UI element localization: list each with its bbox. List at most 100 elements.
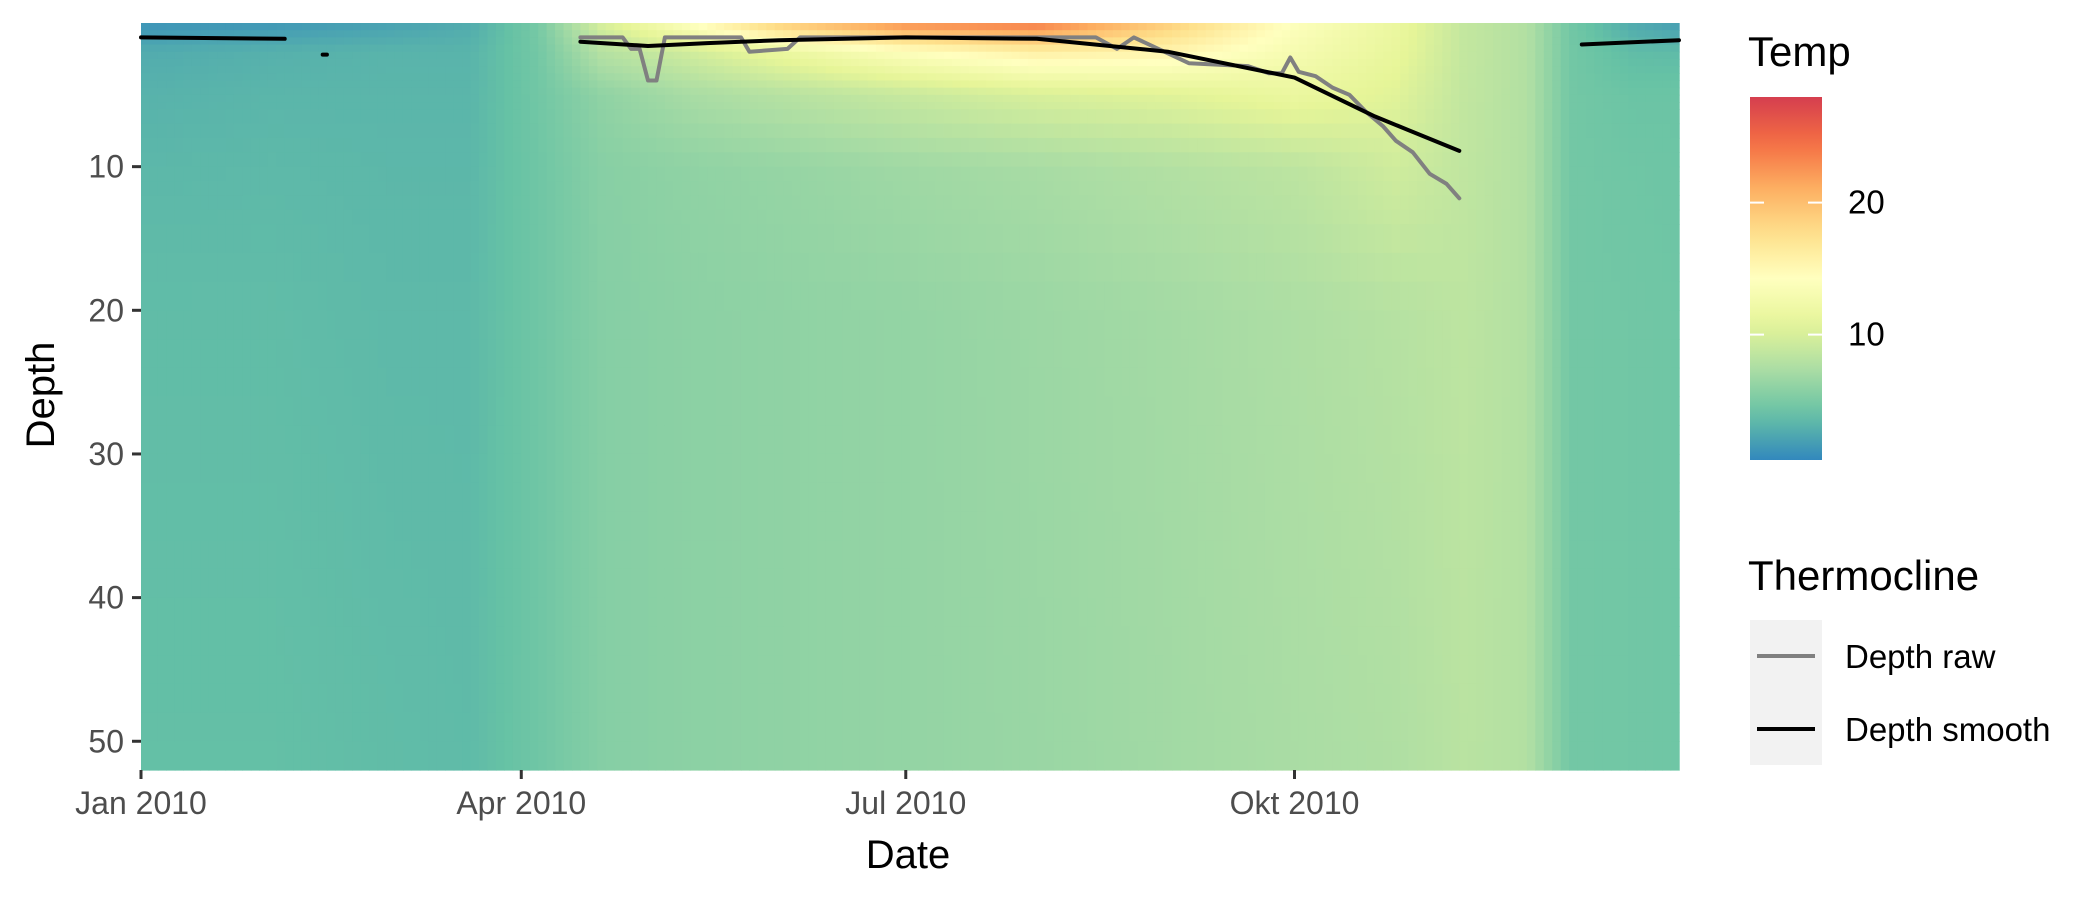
heatmap-cell	[335, 712, 345, 742]
heatmap-cell	[377, 109, 387, 125]
heatmap-cell	[1036, 123, 1046, 139]
heatmap-cell	[833, 425, 843, 455]
heatmap-cell	[377, 540, 387, 570]
heatmap-cell	[639, 195, 649, 211]
heatmap-cell	[1095, 741, 1105, 771]
heatmap-cell	[774, 152, 784, 168]
heatmap-cell	[740, 453, 751, 484]
heatmap-cell	[1155, 425, 1165, 455]
heatmap-cell	[183, 482, 193, 513]
heatmap-cell	[1002, 626, 1013, 656]
heatmap-cell	[335, 195, 345, 211]
heatmap-cell	[326, 511, 336, 541]
heatmap-cell	[377, 712, 387, 742]
heatmap-cell	[233, 281, 244, 311]
heatmap-cell	[369, 339, 379, 369]
heatmap-cell	[910, 626, 920, 656]
heatmap-cell	[952, 511, 962, 541]
heatmap-cell	[850, 123, 860, 139]
heatmap-cell	[1138, 224, 1148, 254]
heatmap-cell	[360, 540, 370, 570]
heatmap-cell	[402, 30, 413, 38]
heatmap-cell	[749, 51, 759, 60]
heatmap-cell	[859, 123, 869, 139]
heatmap-cell	[724, 109, 734, 125]
heatmap-cell	[1079, 123, 1089, 139]
heatmap-cell	[394, 281, 404, 311]
heatmap-cell	[791, 281, 801, 311]
heatmap-cell	[884, 482, 894, 513]
heatmap-cell	[952, 102, 962, 110]
heatmap-cell	[335, 209, 345, 225]
heatmap-cell	[571, 655, 582, 685]
heatmap-cell	[141, 425, 151, 455]
heatmap-cell	[310, 396, 320, 426]
heatmap-cell	[436, 44, 446, 53]
heatmap-cell	[1197, 66, 1207, 74]
heatmap-cell	[343, 73, 353, 82]
heatmap-cell	[479, 224, 489, 254]
heatmap-cell	[293, 30, 303, 38]
heatmap-cell	[208, 626, 218, 656]
heatmap-cell	[529, 252, 539, 283]
heatmap-cell	[698, 224, 708, 254]
heatmap-cell	[1036, 482, 1046, 513]
heatmap-cell	[1045, 339, 1055, 369]
heatmap-cell	[842, 37, 852, 46]
heatmap-cell	[622, 396, 632, 426]
heatmap-cell	[217, 94, 227, 103]
heatmap-cell	[791, 109, 801, 125]
heatmap-cell	[225, 137, 235, 153]
heatmap-cell	[791, 224, 801, 254]
heatmap-cell	[174, 511, 184, 541]
heatmap-cell	[335, 339, 345, 369]
heatmap-cell	[791, 626, 801, 656]
heatmap-cell	[867, 166, 877, 182]
heatmap-cell	[225, 66, 235, 74]
heatmap-cell	[326, 44, 336, 53]
heatmap-cell	[1062, 80, 1072, 89]
heatmap-cell	[1188, 23, 1198, 31]
heatmap-cell	[479, 281, 489, 311]
heatmap-cell	[1146, 252, 1156, 283]
heatmap-cell	[419, 281, 429, 311]
heatmap-cell	[724, 367, 734, 398]
heatmap-cell	[141, 655, 151, 685]
heatmap-cell	[141, 626, 151, 656]
heatmap-cell	[960, 94, 970, 103]
heatmap-cell	[597, 712, 607, 742]
heatmap-cell	[673, 73, 683, 82]
heatmap-cell	[783, 367, 793, 398]
heatmap-cell	[310, 30, 320, 38]
heatmap-cell	[842, 209, 852, 225]
heatmap-cell	[479, 367, 489, 398]
heatmap-cell	[622, 44, 632, 53]
heatmap-cell	[555, 396, 565, 426]
heatmap-cell	[884, 712, 894, 742]
heatmap-cell	[656, 166, 666, 182]
heatmap-cell	[183, 23, 193, 31]
heatmap-cell	[191, 123, 201, 139]
heatmap-cell	[1028, 102, 1038, 110]
heatmap-cell	[614, 51, 624, 60]
heatmap-cell	[926, 44, 936, 53]
heatmap-cell	[1171, 87, 1182, 96]
heatmap-cell	[242, 102, 252, 110]
heatmap-cell	[1129, 367, 1139, 398]
heatmap-cell	[538, 94, 548, 103]
heatmap-cell	[732, 87, 742, 96]
heatmap-cell	[445, 152, 455, 168]
heatmap-cell	[969, 310, 979, 340]
heatmap-cell	[436, 66, 446, 74]
heatmap-cell	[225, 58, 235, 67]
heatmap-cell	[191, 73, 201, 82]
heatmap-cell	[335, 310, 345, 340]
heatmap-cell	[217, 44, 227, 53]
heatmap-cell	[242, 655, 252, 685]
heatmap-cell	[969, 209, 979, 225]
heatmap-cell	[867, 51, 877, 60]
heatmap-cell	[960, 51, 970, 60]
heatmap-cell	[1180, 281, 1190, 311]
heatmap-cell	[174, 23, 184, 31]
heatmap-cell	[952, 252, 962, 283]
